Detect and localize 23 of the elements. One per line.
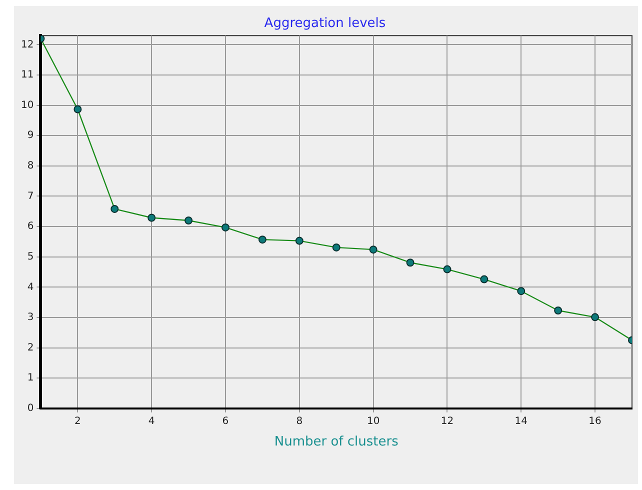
x-tick-label: 2	[74, 416, 81, 427]
y-tick-label: 6	[27, 221, 34, 232]
y-tick-label: 5	[27, 251, 34, 262]
x-tick-label: 6	[222, 416, 229, 427]
x-tick-label: 16	[588, 416, 602, 427]
y-tick-label: 7	[27, 190, 34, 202]
chart-title: Aggregation levels	[264, 16, 386, 32]
x-tick-label: 4	[148, 416, 155, 427]
x-tick-label: 14	[514, 416, 528, 427]
x-tick-label: 8	[296, 416, 303, 427]
y-tick-label: 9	[27, 130, 34, 142]
y-tick-label: 8	[27, 160, 34, 172]
y-tick-label: 11	[20, 70, 34, 81]
x-tick-label: 10	[366, 416, 380, 427]
y-tick-label: 2	[27, 342, 34, 354]
y-tick-label: 4	[27, 282, 34, 293]
x-axis-title: Number of clusters	[274, 434, 399, 450]
y-tick-label: 1	[27, 372, 34, 384]
y-tick-label: 12	[20, 39, 34, 50]
y-tick-label: 10	[20, 100, 34, 111]
x-tick-label: 12	[440, 416, 454, 427]
y-tick-label: 3	[27, 312, 34, 324]
y-tick-label: 0	[27, 402, 34, 414]
